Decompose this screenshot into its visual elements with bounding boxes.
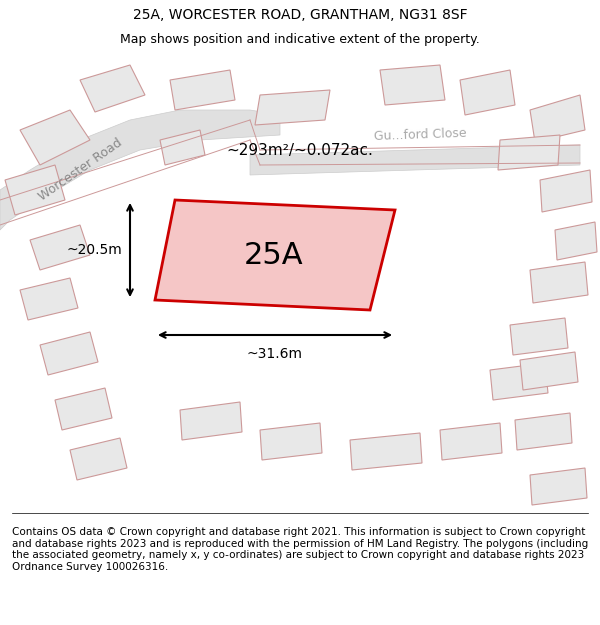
Polygon shape [0,110,280,230]
Polygon shape [540,170,592,212]
Text: ~293m²/~0.072ac.: ~293m²/~0.072ac. [227,142,373,158]
Polygon shape [498,135,560,170]
Polygon shape [20,110,90,165]
Polygon shape [5,165,65,215]
Text: Worcester Road: Worcester Road [36,136,124,204]
Polygon shape [520,352,578,390]
Polygon shape [530,468,587,505]
Polygon shape [555,222,597,260]
Polygon shape [350,433,422,470]
Text: Gu...ford Close: Gu...ford Close [373,127,467,143]
Polygon shape [530,95,585,142]
Text: 25A, WORCESTER ROAD, GRANTHAM, NG31 8SF: 25A, WORCESTER ROAD, GRANTHAM, NG31 8SF [133,8,467,22]
Polygon shape [155,200,395,310]
Polygon shape [80,65,145,112]
Polygon shape [180,402,242,440]
Polygon shape [70,438,127,480]
Polygon shape [530,262,588,303]
Text: Contains OS data © Crown copyright and database right 2021. This information is : Contains OS data © Crown copyright and d… [12,528,588,572]
Polygon shape [55,388,112,430]
Text: ~20.5m: ~20.5m [66,243,122,257]
Polygon shape [490,363,548,400]
Polygon shape [515,413,572,450]
Polygon shape [380,65,445,105]
Polygon shape [250,145,580,175]
Polygon shape [440,423,502,460]
Text: 25A: 25A [244,241,304,269]
Polygon shape [20,278,78,320]
Polygon shape [160,130,205,165]
Polygon shape [170,70,235,110]
Polygon shape [460,70,515,115]
Polygon shape [40,332,98,375]
Polygon shape [260,423,322,460]
Text: Map shows position and indicative extent of the property.: Map shows position and indicative extent… [120,33,480,46]
Polygon shape [255,90,330,125]
Polygon shape [510,318,568,355]
Polygon shape [30,225,90,270]
Text: ~31.6m: ~31.6m [247,347,303,361]
